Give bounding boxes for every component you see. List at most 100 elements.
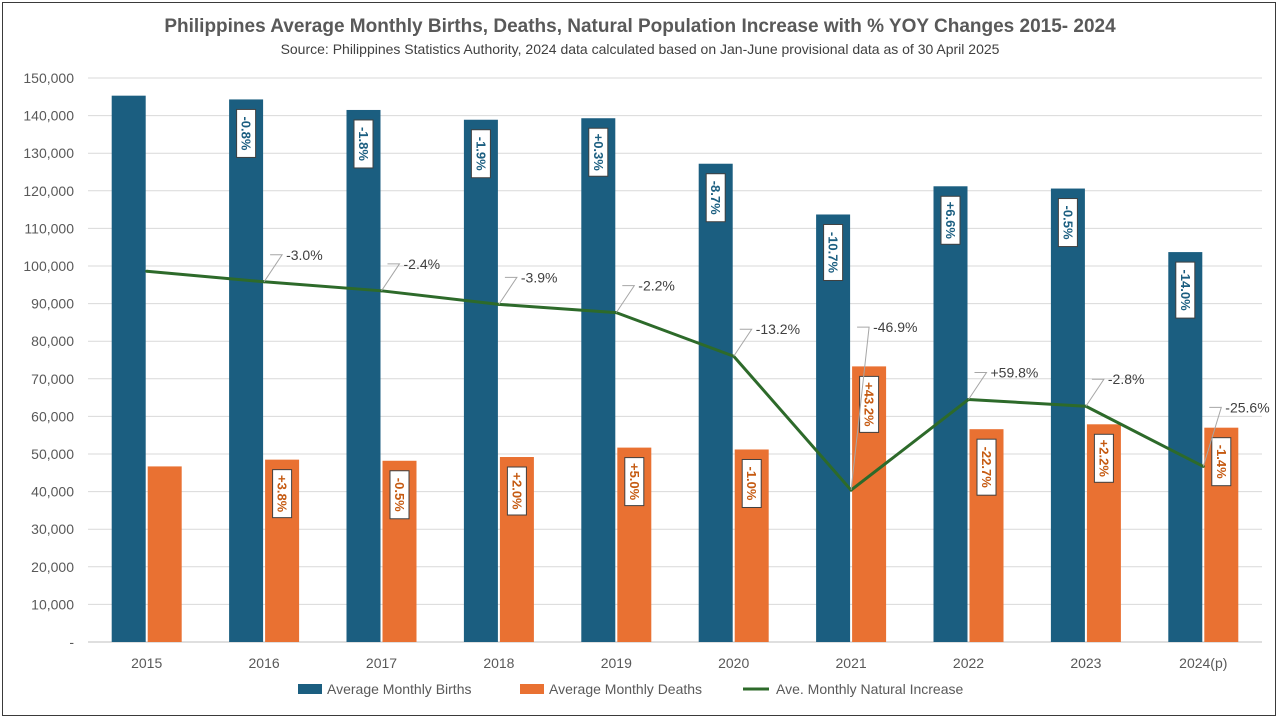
line-series — [145, 269, 1205, 492]
births-yoy-label: -1.9% — [470, 129, 491, 179]
y-tick-label: 130,000 — [23, 145, 74, 161]
data-label: -14.0% — [1178, 269, 1193, 311]
line-data-labels: -3.0% -2.4% -3.9% -2.2% -13.2% -46.9% +59.8% -2… — [263, 247, 1270, 491]
bar-births — [1050, 188, 1085, 642]
leader-line — [1085, 378, 1105, 407]
data-label-box — [470, 129, 491, 179]
data-label: +0.3% — [591, 134, 606, 172]
data-label: -0.5% — [392, 478, 407, 512]
data-label: +2.0% — [509, 472, 524, 510]
leader-line — [850, 326, 870, 491]
line-point — [145, 269, 149, 273]
y-tick-label: 140,000 — [23, 108, 74, 124]
legend-label: Average Monthly Deaths — [549, 681, 702, 697]
leader-line — [733, 328, 753, 357]
legend-label: Average Monthly Births — [327, 681, 471, 697]
line-label-text: -25.6% — [1225, 399, 1269, 415]
line-data-label: -2.8% — [1085, 371, 1144, 407]
data-label-box — [272, 469, 293, 519]
deaths-yoy-label: +3.8% — [272, 469, 293, 519]
leader-line — [498, 276, 518, 305]
bar-births — [229, 99, 264, 642]
x-tick-label: 2021 — [836, 655, 867, 671]
deaths-yoy-label: +2.0% — [506, 466, 527, 516]
data-label: -1.9% — [473, 137, 488, 171]
bar-deaths — [147, 466, 182, 642]
y-tick-label: 20,000 — [31, 559, 74, 575]
data-label-box — [705, 173, 726, 223]
x-tick-label: 2024(p) — [1179, 655, 1227, 671]
x-tick-label: 2018 — [483, 655, 514, 671]
data-label-box — [1211, 437, 1232, 487]
data-label: -8.7% — [708, 181, 723, 215]
line-label-text: -3.9% — [521, 269, 558, 285]
births-yoy-label: -8.7% — [705, 173, 726, 223]
deaths-yoy-label: +5.0% — [624, 457, 645, 507]
x-tick-label: 2019 — [601, 655, 632, 671]
deaths-yoy-label: -1.0% — [741, 458, 762, 508]
leader-line — [381, 263, 401, 292]
births-yoy-label: +6.6% — [940, 195, 961, 245]
line-data-label: -2.4% — [381, 256, 441, 292]
line-label-text: -2.4% — [404, 256, 441, 272]
leader-line — [968, 371, 988, 400]
y-tick-label: 50,000 — [31, 446, 74, 462]
line-label-text: -2.2% — [638, 278, 675, 294]
line-label-text: +59.8% — [991, 364, 1039, 380]
x-tick-label: 2022 — [953, 655, 984, 671]
y-axis: - 10,000 20,000 30,000 40,000 50,000 60,000 70,… — [23, 70, 74, 650]
line-label-text: -46.9% — [873, 319, 917, 335]
data-label: -0.8% — [239, 116, 254, 150]
data-label-box — [1175, 261, 1196, 319]
births-yoy-label: +0.3% — [588, 127, 609, 177]
line-data-label: -2.2% — [615, 278, 675, 313]
bar-births — [698, 163, 733, 642]
natural-increase-line — [146, 269, 1204, 492]
x-tick-label: 2020 — [718, 655, 749, 671]
bar-births — [816, 214, 851, 642]
y-tick-label: 120,000 — [23, 183, 74, 199]
line-data-label: -13.2% — [733, 321, 800, 357]
data-label-box — [940, 195, 961, 245]
x-axis: 2015 2016 2017 2018 2019 2020 2021 2022 2023 2024… — [131, 655, 1227, 671]
deaths-yoy-label: +43.2% — [859, 375, 880, 433]
data-label-box — [389, 470, 410, 520]
y-tick-label: 60,000 — [31, 408, 74, 424]
y-tick-label: 100,000 — [23, 258, 74, 274]
data-label: +43.2% — [862, 382, 877, 427]
data-label: +5.0% — [627, 463, 642, 501]
data-label-box — [823, 223, 844, 281]
deaths-yoy-label: -0.5% — [389, 470, 410, 520]
legend-swatch — [298, 684, 322, 694]
data-label-box — [976, 438, 997, 496]
bar-births — [111, 95, 146, 642]
data-label: -10.7% — [826, 232, 841, 274]
data-label-box — [624, 457, 645, 507]
chart-title: Philippines Average Monthly Births, Deat… — [164, 16, 1116, 37]
y-tick-label: 80,000 — [31, 333, 74, 349]
births-yoy-label: -0.5% — [1057, 198, 1078, 248]
data-label: -1.0% — [744, 467, 759, 501]
line-data-label: +59.8% — [968, 364, 1039, 400]
data-label: -22.7% — [979, 447, 994, 489]
legend-swatch — [520, 684, 544, 694]
leader-line — [1202, 406, 1222, 467]
y-tick-label: 40,000 — [31, 484, 74, 500]
leader-line — [615, 285, 636, 313]
data-label-box — [506, 466, 527, 516]
x-tick-label: 2016 — [249, 655, 280, 671]
line-label-text: -13.2% — [756, 321, 800, 337]
data-label: +6.6% — [943, 202, 958, 240]
y-tick-label: 110,000 — [24, 220, 74, 236]
data-label: +3.8% — [275, 475, 290, 513]
line-data-label: -46.9% — [850, 319, 917, 491]
data-label: -1.8% — [356, 127, 371, 161]
grid-lines — [88, 77, 1262, 643]
births-yoy-label: -10.7% — [823, 223, 844, 281]
data-label: -1.4% — [1214, 445, 1229, 479]
y-tick-label: 10,000 — [31, 596, 74, 612]
legend-label: Ave. Monthly Natural Increase — [776, 681, 963, 697]
data-label-box — [353, 119, 374, 169]
